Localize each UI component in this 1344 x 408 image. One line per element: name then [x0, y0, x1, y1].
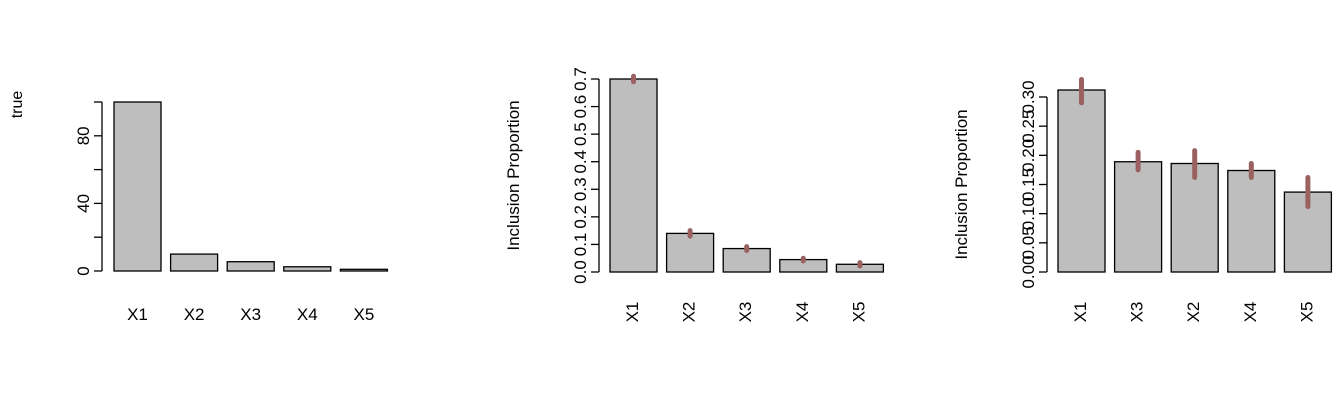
y-tick-label: 0.10: [1019, 197, 1038, 230]
y-tick-label: 0.4: [571, 150, 590, 174]
x-tick-label: X2: [184, 305, 205, 324]
x-tick-label: X4: [1241, 302, 1260, 323]
y-tick-label: 40: [74, 194, 93, 213]
x-tick-label: X4: [297, 305, 318, 324]
chart-panel-3: 0.000.050.100.150.200.250.30 Inclusion Pr…: [952, 77, 1333, 323]
y-tick-label: 0.0: [571, 260, 590, 284]
y-tick-label: 0.00: [1019, 255, 1038, 288]
x-tick-label: X1: [127, 305, 148, 324]
y-tick-label: 0.05: [1019, 226, 1038, 259]
x-tick-label: X4: [793, 302, 812, 323]
chart-panel-1: 0 40 80 true X1 X2 X3 X4 X5: [9, 91, 389, 324]
y-axis-title: Inclusion Proportion: [952, 109, 971, 259]
x-tick-label: X3: [1128, 302, 1147, 323]
x-tick-label: X5: [354, 305, 375, 324]
bar-X5: [339, 268, 389, 272]
bar-X2: [169, 253, 219, 272]
x-tick-label: X3: [240, 305, 261, 324]
x-tick-label: X1: [623, 302, 642, 323]
y-tick-label: 0.30: [1019, 80, 1038, 113]
bar-X1: [113, 101, 162, 272]
bar-X2: [665, 232, 715, 273]
bar-X4: [283, 266, 332, 272]
x-tick-label: X3: [736, 302, 755, 323]
y-tick-label: 0: [74, 266, 93, 275]
y-tick-label: 0.7: [571, 67, 590, 91]
y-axis-title: Inclusion Proportion: [504, 100, 523, 250]
y-tick-label: 0.25: [1019, 110, 1038, 143]
bar-X2: [1170, 162, 1219, 273]
y-tick-label: 0.5: [571, 122, 590, 146]
y-tick-label: 0.3: [571, 177, 590, 201]
y-tick-label: 0.15: [1019, 168, 1038, 201]
bar-X1: [609, 78, 658, 273]
x-tick-label: X1: [1071, 302, 1090, 323]
y-axis-title: true: [9, 91, 26, 119]
y-tick-label: 80: [74, 126, 93, 145]
x-tick-label: X5: [849, 302, 868, 323]
y-tick-label: 0.20: [1019, 139, 1038, 172]
bar-X5: [1283, 191, 1333, 273]
bar-X3: [226, 261, 275, 272]
y-tick-label: 0.6: [571, 95, 590, 119]
bar-X4: [1227, 169, 1276, 273]
bar-X1: [1057, 89, 1106, 273]
x-tick-label: X2: [1184, 302, 1203, 323]
y-tick-label: 0.2: [571, 205, 590, 229]
x-tick-label: X2: [680, 302, 699, 323]
chart-panel-2: 0.0 0.1 0.2 0.3 0.4 0.5 0.6 0.7 Inclusion Propor…: [504, 67, 885, 323]
y-tick-label: 0.1: [571, 233, 590, 257]
x-tick-label: X5: [1297, 302, 1316, 323]
bar-X3: [1113, 161, 1163, 273]
